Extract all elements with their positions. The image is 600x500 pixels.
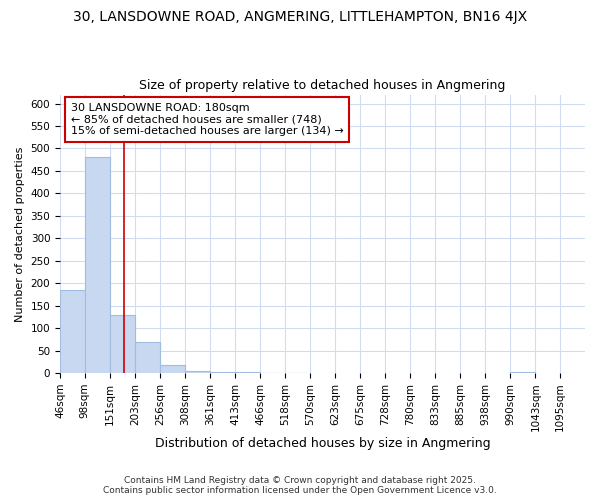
Bar — [235, 372, 260, 373]
Title: Size of property relative to detached houses in Angmering: Size of property relative to detached ho… — [139, 79, 506, 92]
Bar — [135, 342, 160, 373]
Text: 30, LANSDOWNE ROAD, ANGMERING, LITTLEHAMPTON, BN16 4JX: 30, LANSDOWNE ROAD, ANGMERING, LITTLEHAM… — [73, 10, 527, 24]
Bar — [110, 314, 135, 373]
Bar — [60, 290, 85, 373]
Y-axis label: Number of detached properties: Number of detached properties — [15, 146, 25, 322]
Bar — [85, 158, 110, 373]
Bar — [185, 371, 210, 373]
Text: 30 LANSDOWNE ROAD: 180sqm
← 85% of detached houses are smaller (748)
15% of semi: 30 LANSDOWNE ROAD: 180sqm ← 85% of detac… — [71, 103, 343, 136]
Text: Contains HM Land Registry data © Crown copyright and database right 2025.
Contai: Contains HM Land Registry data © Crown c… — [103, 476, 497, 495]
Bar — [160, 365, 185, 373]
Bar — [510, 372, 535, 373]
X-axis label: Distribution of detached houses by size in Angmering: Distribution of detached houses by size … — [155, 437, 490, 450]
Bar — [210, 372, 235, 373]
